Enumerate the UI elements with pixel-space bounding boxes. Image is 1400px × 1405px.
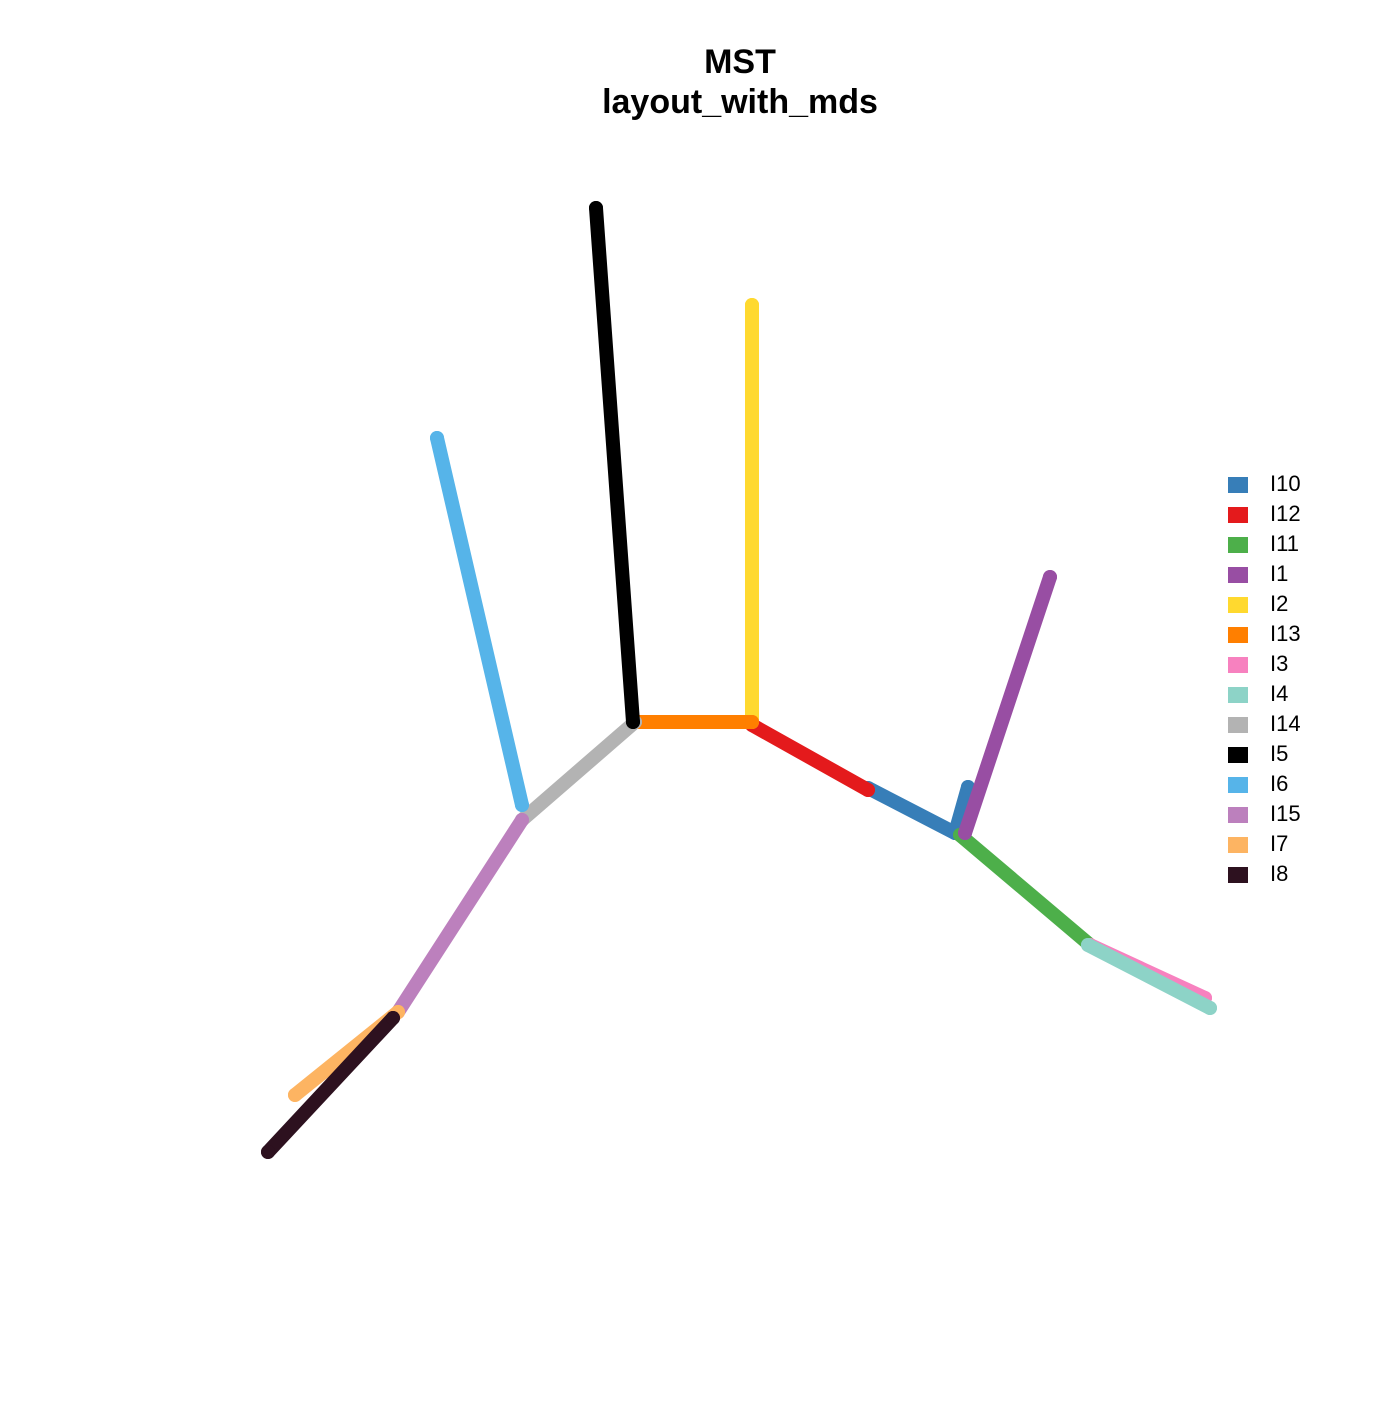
branch — [261, 1011, 400, 1159]
legend-label: I3 — [1270, 651, 1288, 676]
branch — [430, 431, 529, 812]
legend-label: I6 — [1270, 771, 1288, 796]
legend-label: I11 — [1270, 531, 1299, 556]
legend-swatch — [1228, 747, 1248, 763]
legend-label: I8 — [1270, 861, 1288, 886]
node — [261, 1145, 275, 1159]
node — [961, 780, 975, 794]
node — [515, 798, 529, 812]
branch — [515, 715, 642, 827]
branch — [745, 718, 875, 797]
node — [288, 1088, 302, 1102]
legend-swatch — [1228, 477, 1248, 493]
branch — [958, 570, 1057, 840]
legend-swatch — [1228, 837, 1248, 853]
legend-swatch — [1228, 657, 1248, 673]
legend-swatch — [1228, 567, 1248, 583]
legend-swatch — [1228, 867, 1248, 883]
legend-swatch — [1228, 597, 1248, 613]
legend-label: I15 — [1270, 801, 1301, 826]
node — [861, 783, 875, 797]
legend-label: I13 — [1270, 621, 1301, 646]
branch — [953, 828, 1097, 952]
node — [745, 715, 759, 729]
node — [745, 298, 759, 312]
legend-label: I12 — [1270, 501, 1301, 526]
branch — [391, 813, 529, 1019]
legend-label: I2 — [1270, 591, 1288, 616]
legend-swatch — [1228, 537, 1248, 553]
branch — [1081, 938, 1217, 1015]
legend-swatch — [1228, 777, 1248, 793]
legend-swatch — [1228, 717, 1248, 733]
node — [515, 813, 529, 827]
node — [1043, 570, 1057, 584]
legend-label: I5 — [1270, 741, 1288, 766]
node — [1203, 1001, 1217, 1015]
branch — [861, 780, 975, 840]
legend-label: I1 — [1270, 561, 1288, 586]
node — [386, 1011, 400, 1025]
chart-title: MST — [704, 43, 776, 81]
legend-label: I7 — [1270, 831, 1288, 856]
legend-swatch — [1228, 627, 1248, 643]
node — [589, 201, 603, 215]
node — [430, 431, 444, 445]
branch — [589, 201, 640, 729]
chart-subtitle: layout_with_mds — [602, 83, 878, 121]
legend-swatch — [1228, 507, 1248, 523]
legend-swatch — [1228, 687, 1248, 703]
legend-label: I10 — [1270, 471, 1301, 496]
legend-swatch — [1228, 807, 1248, 823]
legend-label: I4 — [1270, 681, 1288, 706]
node — [626, 715, 640, 729]
node — [1081, 938, 1095, 952]
legend-label: I14 — [1270, 711, 1301, 736]
node — [958, 826, 972, 840]
